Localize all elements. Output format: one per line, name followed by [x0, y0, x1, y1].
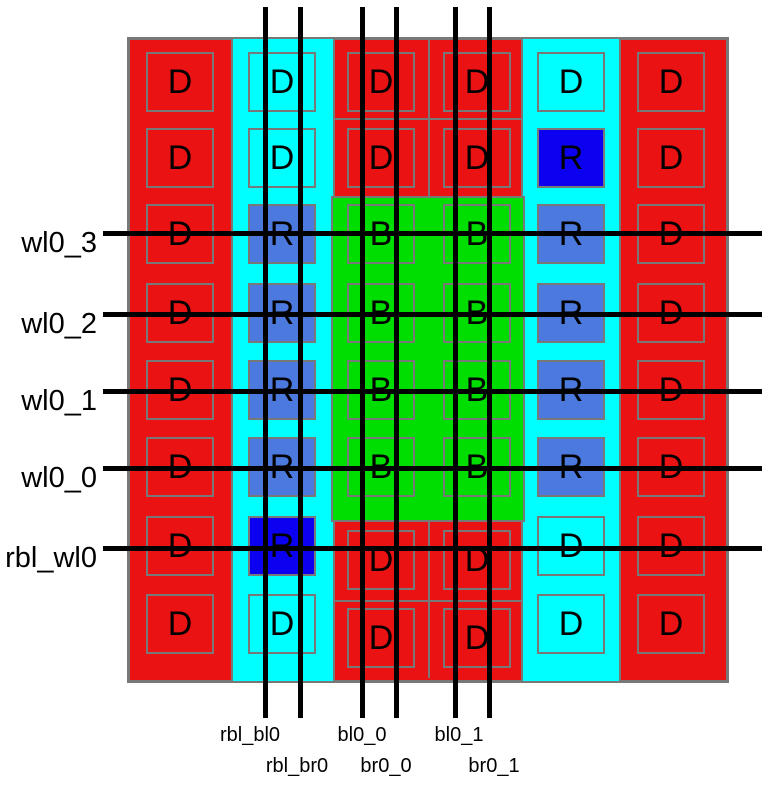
- bitline-rbl_bl0-wire: [263, 7, 268, 718]
- cell-D-r8c2: D: [248, 594, 316, 654]
- cell-D-r8c5: D: [537, 594, 605, 654]
- cell-D-r2c3: D: [347, 128, 415, 188]
- bitline-rbl_br0-wire: [298, 7, 303, 718]
- wordline-wl0_2-label: wl0_2: [21, 308, 97, 340]
- cell-D-r1c4: D: [443, 52, 511, 112]
- bitline-bl0_0-label: bl0_0: [337, 724, 387, 746]
- cell-D-r1c3: D: [347, 52, 415, 112]
- cell-D-r2c1: D: [146, 128, 214, 188]
- wordline-wl0_3-label: wl0_3: [21, 227, 97, 259]
- bitline-br0_1-label: br0_1: [468, 755, 520, 777]
- wordline-wl0_1-wire: [103, 389, 762, 394]
- bitline-br0_1-wire: [487, 7, 492, 718]
- cell-D-r2c6: D: [637, 128, 705, 188]
- cell-D-r8c4: D: [443, 608, 511, 668]
- wordline-rbl_wl0-label: rbl_wl0: [5, 542, 97, 574]
- bottom-block-col-divider: [428, 522, 430, 678]
- wordline-wl0_2-wire: [103, 312, 762, 317]
- cell-D-r1c6: D: [637, 52, 705, 112]
- wordline-wl0_0-wire: [103, 466, 762, 471]
- cell-D-r7c3: D: [347, 530, 415, 590]
- bitline-br0_0-label: br0_0: [360, 755, 412, 777]
- bitline-br0_0-wire: [394, 7, 399, 718]
- bitline-rbl_br0-label: rbl_br0: [265, 755, 329, 777]
- cell-R-r2c5: R: [537, 128, 605, 188]
- bitline-bl0_0-wire: [360, 7, 365, 718]
- top-block-col-divider: [428, 40, 430, 196]
- cell-D-r1c2: D: [248, 52, 316, 112]
- wordline-wl0_1-label: wl0_1: [21, 385, 97, 417]
- wordline-rbl_wl0-wire: [103, 546, 762, 551]
- cell-D-r2c2: D: [248, 128, 316, 188]
- cell-D-r2c4: D: [443, 128, 511, 188]
- wordline-wl0_0-label: wl0_0: [21, 462, 97, 494]
- bitline-bl0_1-label: bl0_1: [434, 724, 484, 746]
- cell-D-r1c5: D: [537, 52, 605, 112]
- cell-D-r1c1: D: [146, 52, 214, 112]
- cell-D-r8c1: D: [146, 594, 214, 654]
- cell-D-r8c3: D: [347, 608, 415, 668]
- wordline-wl0_3-wire: [103, 231, 762, 236]
- bitline-bl0_1-wire: [453, 7, 458, 718]
- cell-D-r8c6: D: [637, 594, 705, 654]
- bitline-rbl_bl0-label: rbl_bl0: [219, 724, 281, 746]
